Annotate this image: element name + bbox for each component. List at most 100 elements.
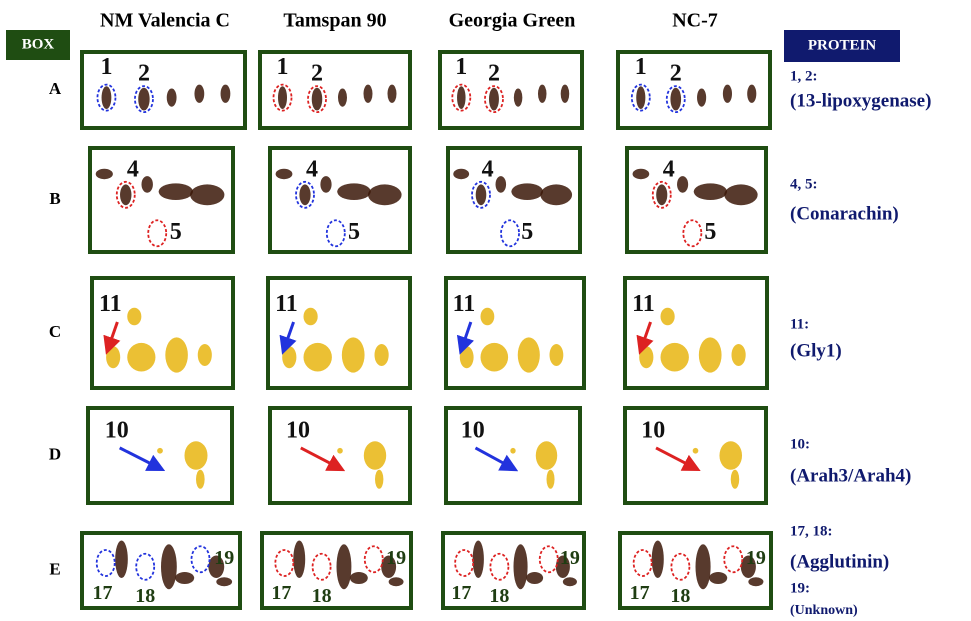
gel-spot [538, 85, 547, 103]
protein-ids: 11: [790, 316, 809, 332]
gel-spot [157, 448, 163, 454]
gel-spot [481, 343, 509, 372]
gel-spot [338, 88, 347, 106]
gel-spot [159, 183, 193, 200]
gel-spot [723, 85, 732, 103]
gel-spot [731, 470, 739, 489]
gel-spot [719, 441, 742, 470]
gel-spot [460, 346, 474, 368]
row-label: B [49, 189, 60, 208]
gel-spot [141, 176, 152, 193]
gel-spot [677, 176, 688, 193]
protein-name: (13-lipoxygenase) [790, 90, 931, 111]
gel-spot [696, 544, 711, 589]
spot-label: 17 [93, 582, 113, 604]
gel-spot [127, 343, 155, 372]
spot-label: 11 [99, 291, 122, 317]
gel-spot [518, 337, 540, 372]
gel-spot [312, 88, 323, 111]
column-header: Tamspan 90 [283, 10, 386, 32]
gel-spot [375, 344, 389, 366]
gel-spot [293, 541, 305, 579]
gel-spot [127, 308, 141, 326]
column-header: Georgia Green [449, 10, 576, 32]
protein-ids: 10: [790, 436, 810, 452]
spot-label: 1 [455, 54, 467, 80]
gel-spot [337, 448, 343, 454]
row-label: D [49, 444, 61, 463]
gel-spot [96, 169, 113, 179]
gel-spot [457, 86, 466, 109]
gel-spot [198, 344, 212, 366]
gel-spot [547, 470, 555, 489]
gel-spot [514, 544, 528, 589]
gel-spot [364, 85, 373, 103]
spot-label: 19 [386, 547, 406, 569]
gel-spot [496, 176, 507, 193]
gel-spot [724, 184, 757, 205]
protein-name: (Arah3/Arah4) [790, 465, 911, 486]
gel-spot [514, 88, 523, 106]
spot-label: 19 [560, 547, 580, 569]
gel-spot [639, 346, 653, 368]
gel-spot [364, 441, 386, 470]
gel-spot [115, 541, 128, 579]
spot-label: 2 [488, 60, 500, 86]
gel-spot [561, 85, 570, 103]
gel-spot [337, 183, 371, 200]
row-label: E [49, 559, 60, 578]
gel-spot [216, 577, 232, 586]
protein-ids: 17, 18: [790, 523, 833, 539]
spot-label: 1 [100, 54, 112, 80]
gel-spot [670, 88, 681, 111]
spot-label: 11 [632, 291, 655, 317]
gel-spot [540, 184, 572, 205]
gel-spot [633, 169, 650, 179]
spot-label: 1 [277, 54, 289, 80]
gel-spot [304, 308, 318, 326]
gel-spot [165, 337, 188, 372]
gel-spot [278, 86, 287, 109]
gel-spot [194, 85, 204, 103]
spot-label: 1 [635, 54, 647, 80]
spot-label: 18 [670, 585, 690, 607]
gel-spot [709, 572, 727, 584]
gel-spot [138, 88, 149, 111]
spot-label: 11 [453, 291, 476, 317]
gel-spot [661, 343, 689, 372]
gel-spot [453, 169, 469, 179]
spot-label: 17 [271, 582, 291, 604]
spot-label: 11 [275, 291, 298, 317]
gel-spot [184, 441, 207, 470]
protein-name: (Agglutinin) [790, 551, 889, 572]
column-header: NM Valencia C [100, 10, 230, 32]
gel-spot [167, 88, 177, 106]
protein-header: PROTEIN [808, 37, 877, 53]
gel-spot [388, 85, 397, 103]
spot-label: 2 [670, 60, 682, 86]
gel-spot [481, 308, 495, 326]
spot-label: 19 [214, 547, 234, 569]
row-label: A [49, 79, 62, 98]
spot-label: 2 [311, 60, 323, 86]
spot-label: 4 [127, 156, 139, 182]
spot-label: 19 [746, 547, 766, 569]
gel-spot [342, 337, 365, 372]
gel-spot [636, 86, 645, 109]
spot-label: 4 [306, 156, 318, 182]
spot-label: 10 [461, 417, 485, 443]
spot-label: 4 [482, 156, 494, 182]
spot-label: 18 [489, 585, 509, 607]
gel-spot [476, 184, 487, 205]
gel-spot [694, 183, 727, 200]
gel-spot [389, 577, 404, 586]
gel-spot [661, 308, 675, 326]
row-label: C [49, 322, 61, 341]
gel-spot [221, 85, 231, 103]
gel-spot [299, 184, 310, 205]
spot-label: 18 [312, 585, 332, 607]
gel-spot [697, 88, 706, 106]
protein-ids: 1, 2: [790, 68, 818, 84]
gel-spot [563, 577, 577, 586]
protein-name: (Gly1) [790, 340, 842, 361]
